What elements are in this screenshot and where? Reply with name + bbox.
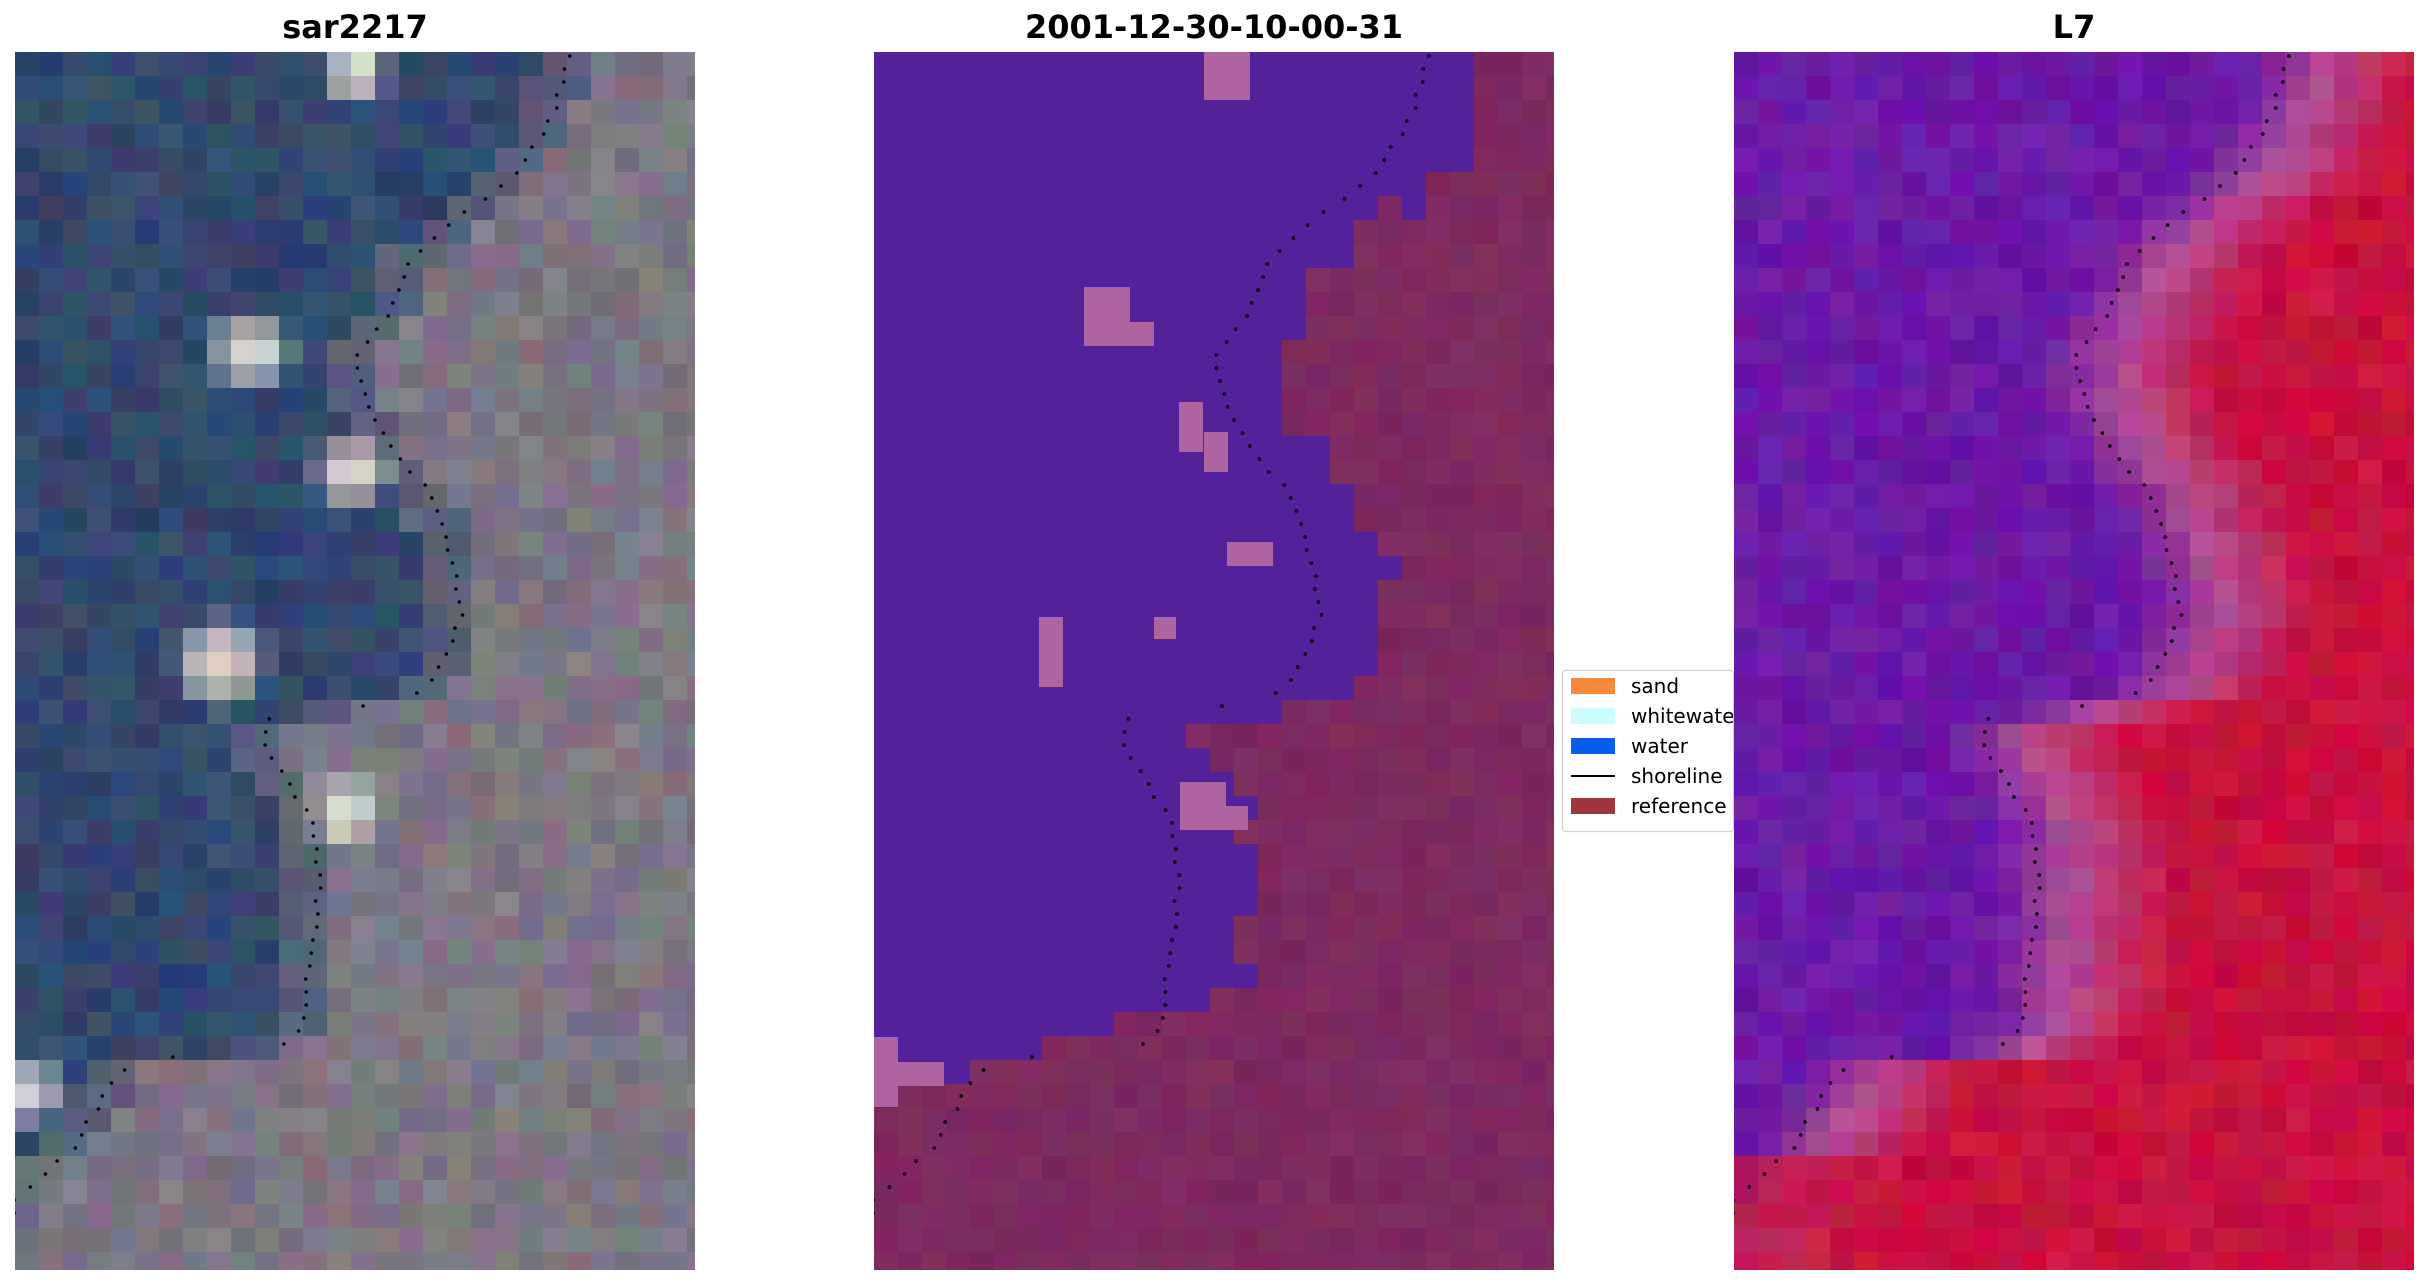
legend-label-reference: reference	[1631, 794, 1727, 818]
legend-item-shoreline: shoreline	[1571, 764, 1723, 788]
shoreline-dots	[1734, 54, 2291, 1215]
reference-swatch	[1571, 798, 1615, 814]
legend-label-shoreline: shoreline	[1631, 764, 1723, 788]
sand-patch	[1039, 617, 1063, 687]
shoreline-dots	[874, 54, 1431, 1215]
mndwi-panel	[1734, 52, 2414, 1270]
legend-item-water: water	[1571, 734, 1688, 758]
shoreline-dots	[15, 54, 572, 1215]
classified-image	[874, 52, 1554, 1270]
sand-patch	[1204, 432, 1228, 472]
sand-patch	[1204, 52, 1250, 100]
sand-patch	[1180, 782, 1226, 830]
legend: sand whitewater water shoreline referenc…	[1562, 670, 1734, 832]
sand-patch	[1084, 322, 1154, 346]
sand-patch	[1227, 542, 1273, 566]
classification-panel	[874, 52, 1554, 1270]
sand-patch	[1154, 617, 1176, 639]
sand-patch	[874, 1037, 898, 1107]
panel-title-index: L7	[2052, 8, 2096, 46]
legend-item-reference: reference	[1571, 794, 1727, 818]
mndwi-image	[1734, 52, 2414, 1270]
legend-label-water: water	[1631, 734, 1688, 758]
rgb-satellite-panel	[15, 52, 695, 1270]
legend-label-whitewater: whitewater	[1631, 704, 1734, 728]
panel-title-rgb: sar2217	[282, 8, 428, 46]
legend-item-sand: sand	[1571, 674, 1680, 698]
rgb-satellite-image	[15, 52, 695, 1270]
sand-patch	[1226, 806, 1248, 830]
shoreline-line-sample	[1571, 775, 1615, 777]
water-swatch	[1571, 738, 1615, 754]
legend-item-whitewater: whitewater	[1571, 704, 1734, 728]
legend-label-sand: sand	[1631, 674, 1680, 698]
sand-patch	[1179, 402, 1203, 452]
sand-patch	[898, 1062, 944, 1086]
whitewater-swatch	[1571, 708, 1615, 724]
sand-swatch	[1571, 678, 1615, 694]
panel-title-classification: 2001-12-30-10-00-31	[1024, 8, 1404, 46]
